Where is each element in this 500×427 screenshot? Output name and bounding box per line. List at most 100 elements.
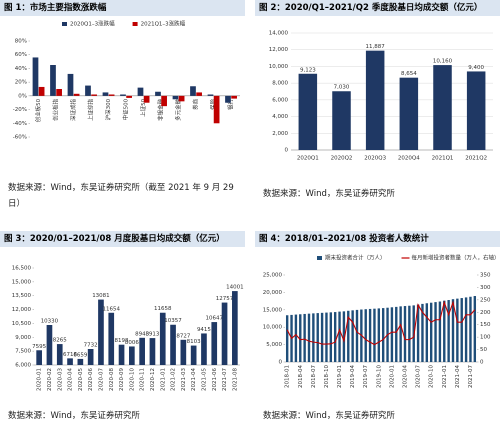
x-tick-label: 2020-07 [416, 365, 422, 388]
y2-tick-label: 300 [480, 285, 491, 291]
bar [161, 95, 167, 107]
y-tick-label: 0 [279, 360, 283, 366]
bar [87, 348, 94, 365]
bar [399, 306, 402, 362]
y-tick-label: -60% [13, 135, 27, 141]
legend-label: 2020Q1–3涨跌幅 [70, 20, 115, 28]
x-tick-label: 2019-01 [337, 365, 343, 388]
x-tick-label: 2021-02 [171, 368, 177, 391]
chart-title: 图 1：市场主要指数涨跌幅 [0, 0, 245, 16]
y-tick-label: 5,000 [266, 342, 282, 348]
data-label: 10,160 [433, 59, 453, 65]
bar [425, 303, 429, 362]
y2-tick-label: 250 [480, 297, 491, 303]
x-tick-label: 2021-08 [232, 368, 238, 391]
bar [338, 311, 341, 362]
x-tick-label: 2020-01 [37, 368, 43, 391]
bar [143, 95, 150, 103]
x-tick-label: 2020Q2 [331, 156, 353, 162]
bar [456, 298, 459, 362]
x-tick-label: 2021-06 [212, 368, 218, 391]
x-tick-label: 2020Q3 [364, 156, 386, 162]
bar [434, 302, 437, 362]
bar [102, 92, 109, 96]
y-tick-label: 80% [15, 39, 27, 45]
x-tick-label: 券商 [192, 98, 200, 110]
bar [320, 312, 324, 362]
bar [231, 95, 237, 99]
bar [381, 308, 385, 362]
legend-swatch [317, 256, 322, 260]
x-tick-label: 2020-10 [129, 368, 135, 391]
bar [139, 337, 145, 365]
data-label: 13081 [92, 293, 110, 299]
bar [50, 65, 56, 96]
x-tick-label: 2021-04 [455, 365, 461, 388]
x-tick-label: 2020-04 [68, 368, 74, 391]
bar [364, 309, 367, 362]
bar [180, 339, 187, 365]
data-label: 11654 [103, 306, 121, 312]
x-tick-label: 上证50 [139, 98, 147, 116]
bar [190, 86, 196, 96]
data-label: 9,400 [468, 65, 484, 71]
data-label: 10647 [206, 316, 224, 322]
x-tick-label: 2020-10 [429, 365, 435, 388]
y2-tick-label: 150 [480, 322, 491, 328]
bar [329, 312, 333, 362]
data-label: 6659 [73, 352, 87, 358]
x-tick-label: 2021Q2 [465, 156, 487, 162]
bar [347, 310, 350, 362]
y-tick-label: 8,000 [272, 81, 288, 87]
x-tick-label: 2021-01 [442, 365, 448, 388]
bar [67, 358, 73, 365]
x-tick-label: 2021-07 [468, 365, 474, 388]
source-note: 数据来源：Wind，东吴证券研究所 [8, 411, 140, 421]
data-label: 11,887 [366, 44, 386, 50]
bar [46, 324, 53, 365]
y-tick-label: 16,500 [12, 266, 32, 272]
legend-label: 每月新增投资者数量（万人，右轴） [412, 254, 500, 262]
x-tick-label: 深证成指 [69, 98, 77, 121]
chart: -60% -40% -20% 0% 20% 40% 60% 80% 创业板50 创业板指 深证成指 上… [13, 20, 240, 141]
bar [443, 300, 446, 362]
y-tick-label: 25,000 [263, 273, 283, 279]
bar [285, 315, 289, 362]
y-tick-label: 15,000 [12, 279, 32, 285]
y-tick-label: 13,500 [12, 293, 32, 299]
x-tick-label: 2018-01 [285, 365, 291, 388]
x-tick-label: 2020-08 [109, 368, 115, 391]
line [286, 300, 476, 346]
legend-swatch [132, 22, 138, 26]
x-tick-label: 2020-01 [389, 365, 395, 388]
bar [433, 65, 452, 150]
bar [421, 303, 424, 362]
bar [447, 300, 450, 362]
x-tick-label: 2020-04 [403, 365, 409, 388]
data-label: 8103 [187, 339, 201, 345]
bar [137, 87, 144, 96]
data-label: 12757 [216, 296, 234, 302]
y-tick-label: 10,500 [12, 321, 32, 327]
bar [207, 94, 214, 96]
y-tick-label: 7,500 [15, 349, 31, 355]
bar [464, 297, 468, 362]
x-tick-label: 2019-07 [363, 365, 369, 388]
bar [172, 95, 179, 100]
bar [85, 85, 91, 96]
bar [201, 333, 207, 365]
bar [118, 344, 125, 365]
x-tick-label: 2020-07 [98, 368, 104, 391]
x-tick-label: 2020-02 [47, 368, 53, 391]
bar [108, 94, 115, 96]
data-label: 9415 [197, 327, 211, 333]
data-label: 8,654 [401, 71, 417, 77]
y-tick-label: 20% [15, 80, 27, 86]
chart-title: 图 4：2018/01–2021/08 投资者人数统计 [255, 231, 500, 247]
x-tick-label: 沪深300 [104, 98, 112, 120]
bar [303, 313, 306, 362]
bar [466, 71, 486, 150]
bar [299, 314, 302, 362]
legend-swatch [62, 22, 67, 26]
data-label: 8943 [135, 331, 149, 337]
